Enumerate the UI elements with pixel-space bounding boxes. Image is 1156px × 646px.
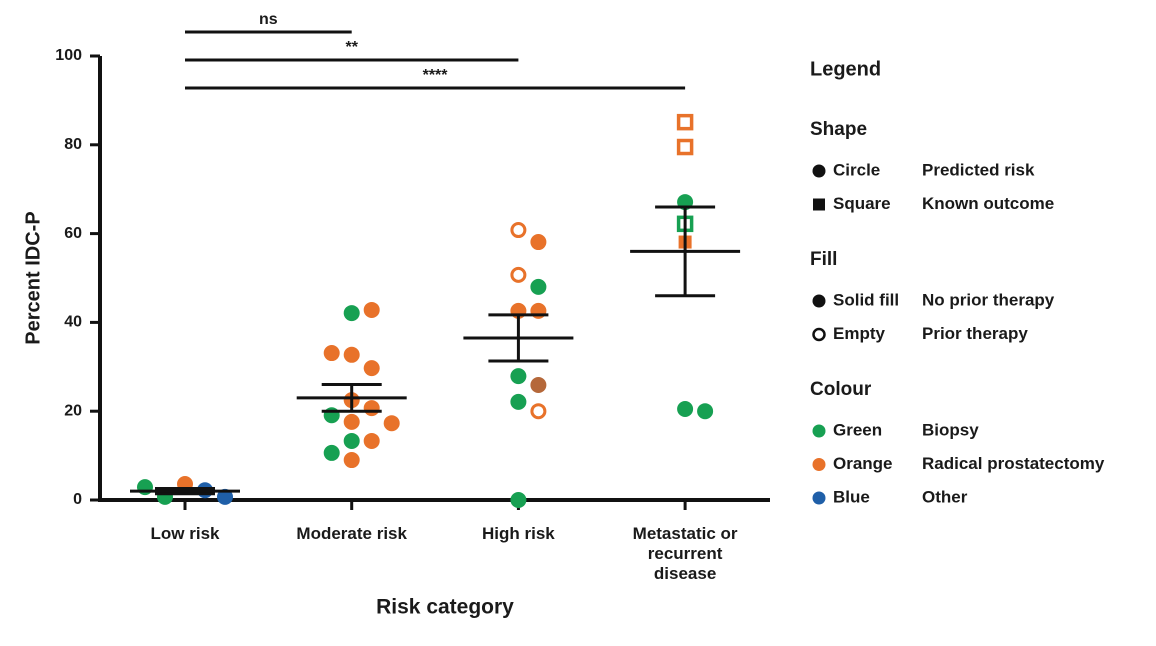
y-tick-label: 80: [64, 136, 82, 153]
significance-label: ns: [259, 11, 278, 28]
y-tick-label: 60: [64, 225, 82, 242]
point: [343, 432, 360, 449]
legend-symbol: [812, 327, 826, 342]
y-tick-label: 20: [64, 402, 82, 419]
y-tick-label: 40: [64, 314, 82, 331]
point: [363, 432, 380, 449]
point: [323, 444, 340, 461]
point: [530, 302, 547, 319]
legend-meaning: Other: [922, 487, 968, 506]
point: [323, 407, 340, 424]
point: [363, 301, 380, 318]
legend-section-title: Shape: [810, 119, 867, 140]
point: [510, 393, 527, 410]
x-tick-label: High risk: [482, 524, 555, 543]
y-tick-label: 100: [55, 47, 82, 64]
legend-meaning: Predicted risk: [922, 160, 1035, 179]
point: [677, 400, 694, 417]
x-tick-label: Metastatic or recurrent disease: [632, 524, 738, 583]
legend-name: Orange: [833, 454, 893, 473]
legend-symbol: [812, 424, 826, 438]
point: [676, 113, 694, 131]
legend-name: Empty: [833, 324, 886, 343]
point: [676, 138, 694, 156]
point: [530, 377, 547, 394]
point: [530, 278, 547, 295]
point: [343, 346, 360, 363]
legend-name: Square: [833, 194, 891, 213]
x-tick-label: Moderate risk: [296, 524, 407, 543]
legend-name: Solid fill: [833, 290, 899, 309]
legend-symbol: [812, 491, 826, 505]
legend-meaning: Biopsy: [922, 420, 979, 439]
point: [510, 492, 527, 508]
point: [697, 403, 714, 420]
legend-name: Green: [833, 420, 882, 439]
legend-name: Circle: [833, 160, 880, 179]
point: [510, 368, 527, 385]
point: [343, 305, 360, 322]
legend-section-title: Fill: [810, 249, 837, 270]
legend-symbol: [812, 164, 826, 178]
point: [530, 403, 547, 420]
legend-meaning: Known outcome: [922, 194, 1054, 213]
point: [363, 400, 380, 417]
legend-symbol: [812, 458, 826, 471]
x-axis-label: Risk category: [376, 596, 514, 619]
legend-section-title: Colour: [810, 379, 872, 400]
significance-label: ****: [423, 67, 449, 84]
point: [510, 222, 527, 239]
legend-meaning: Prior therapy: [922, 324, 1028, 343]
legend-meaning: Radical prostatectomy: [922, 454, 1105, 473]
point: [323, 345, 340, 362]
point: [343, 452, 360, 469]
point: [510, 266, 527, 283]
legend-symbol: [813, 198, 825, 211]
legend-title: Legend: [810, 58, 881, 80]
point: [530, 234, 547, 251]
point: [343, 413, 360, 430]
x-tick-label: Low risk: [150, 524, 220, 543]
point: [217, 488, 233, 505]
legend-name: Blue: [833, 487, 870, 506]
point: [137, 479, 153, 496]
y-axis-label: Percent IDC-P: [22, 211, 44, 344]
point: [383, 415, 400, 432]
point: [363, 360, 380, 377]
legend-meaning: No prior therapy: [922, 290, 1055, 309]
significance-label: **: [345, 39, 358, 56]
y-tick-label: 0: [73, 491, 82, 508]
legend-symbol: [812, 294, 826, 308]
